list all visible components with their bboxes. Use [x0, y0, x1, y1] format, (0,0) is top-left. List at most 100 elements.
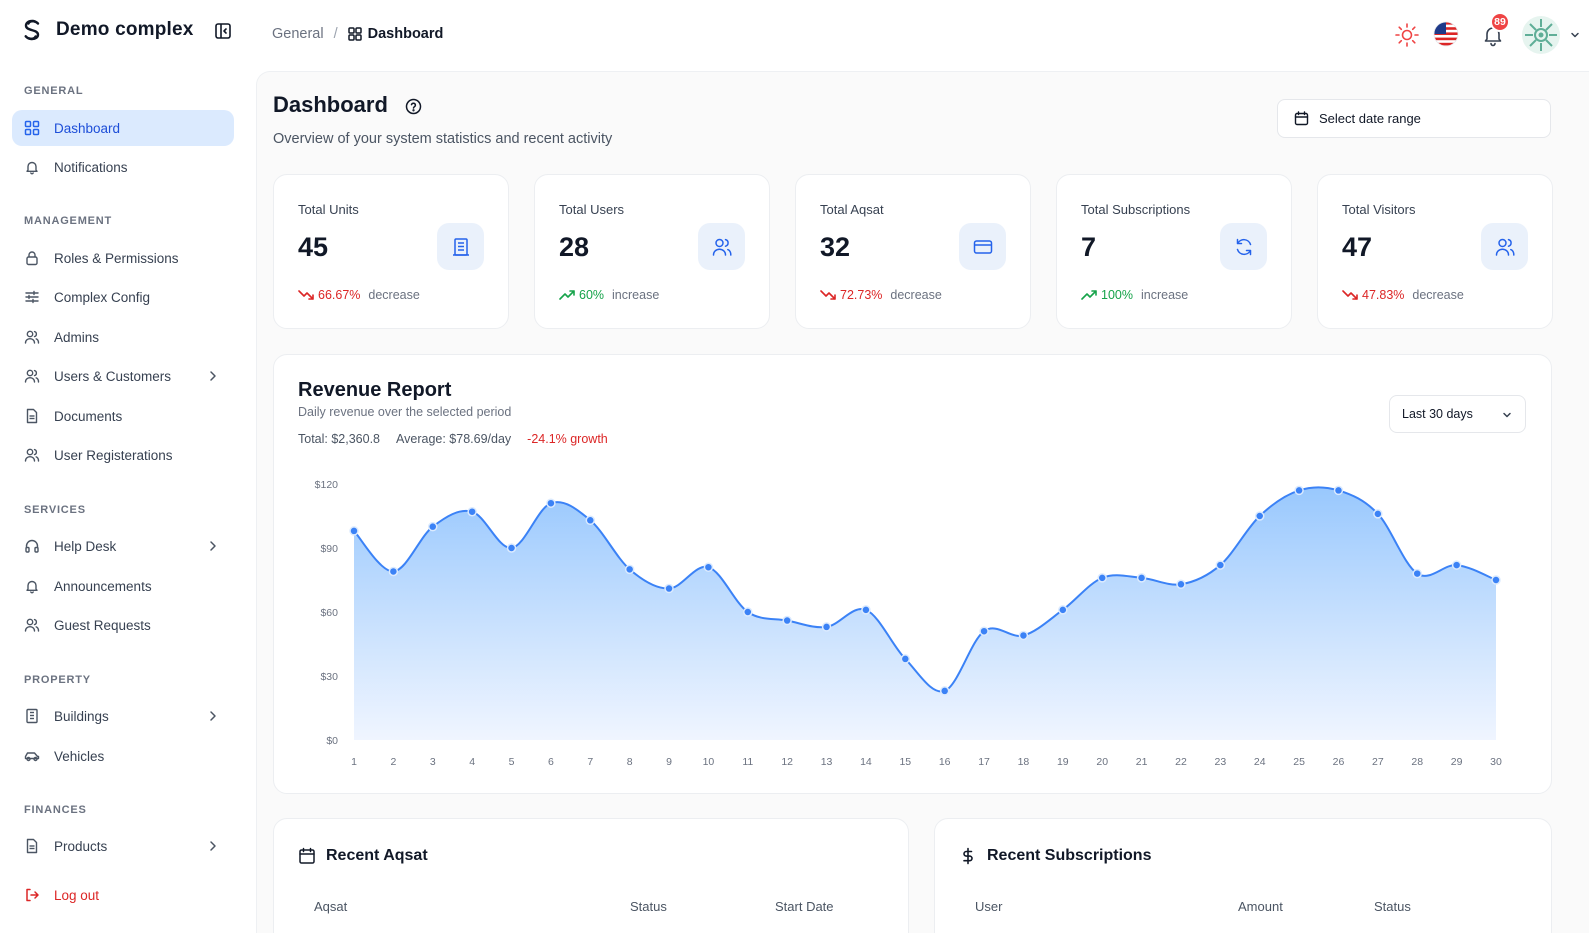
recent-aqsat-heading: Recent Aqsat: [298, 847, 428, 865]
page-title: Dashboard: [273, 92, 388, 117]
theme-toggle-sun-icon[interactable]: [1394, 22, 1420, 48]
dollar-icon: [963, 847, 973, 865]
refresh-icon: [1236, 238, 1251, 255]
chevron-down-icon[interactable]: [1569, 29, 1581, 41]
chart-point: [1254, 511, 1265, 521]
us-flag-icon[interactable]: [1433, 21, 1459, 47]
sidebar-collapse-icon[interactable]: [214, 22, 232, 40]
section-services: SERVICES: [24, 504, 86, 516]
y-tick-label: $0: [326, 735, 338, 747]
sidebar-item-notifications[interactable]: Notifications: [12, 149, 234, 185]
y-tick-label: $120: [315, 479, 339, 491]
chart-point: [428, 521, 438, 532]
chevron-right-icon: [210, 841, 216, 851]
stat-value: 28: [559, 232, 590, 262]
table-header-cell[interactable]: Aqsat: [314, 899, 348, 914]
chart-point: [664, 583, 674, 594]
sidebar-item-products[interactable]: Products: [12, 828, 234, 864]
x-tick-label: 20: [1096, 756, 1108, 768]
x-tick-label: 17: [978, 756, 990, 768]
sidebar-item-logout[interactable]: Log out: [12, 877, 234, 913]
chart-point: [349, 526, 359, 536]
stat-card-total-subscriptions: Total Subscriptions 7 100% increase: [1056, 174, 1292, 329]
table-header-cell[interactable]: Status: [1374, 899, 1411, 914]
sidebar-item-documents[interactable]: Documents: [12, 398, 234, 434]
stat-change: 100%: [1101, 288, 1133, 302]
trending-up-icon: [1081, 290, 1097, 300]
date-range-placeholder: Select date range: [1319, 111, 1421, 126]
stat-icon-box: [1481, 223, 1528, 270]
x-tick-label: 18: [1018, 756, 1030, 768]
stat-direction: decrease: [1412, 288, 1464, 302]
breadcrumb: General / Dashboard: [272, 26, 443, 42]
sliders-icon: [25, 290, 39, 304]
chevron-down-icon: [1503, 412, 1511, 418]
x-tick-label: 6: [548, 756, 554, 768]
revenue-subtitle: Daily revenue over the selected period: [298, 405, 512, 419]
range-select-value: Last 30 days: [1402, 407, 1473, 421]
sidebar-item-roles-permissions[interactable]: Roles & Permissions: [12, 240, 234, 276]
chart-point: [900, 654, 911, 664]
stat-trend: 100% increase: [1081, 288, 1188, 302]
sidebar-item-help-desk[interactable]: Help Desk: [12, 528, 234, 564]
calendar-icon: [1294, 111, 1309, 126]
stat-label: Total Units: [298, 202, 359, 217]
grid-icon: [347, 27, 362, 41]
section-management: MANAGEMENT: [24, 215, 113, 227]
credit-card-icon: [973, 239, 992, 254]
x-tick-label: 8: [627, 756, 633, 768]
chart-point: [1176, 579, 1186, 590]
sidebar-item-label: Dashboard: [54, 120, 121, 136]
chart-point: [1215, 560, 1226, 570]
breadcrumb-root[interactable]: General: [272, 26, 324, 42]
revenue-growth: -24.1% growth: [527, 432, 608, 446]
chart-point: [467, 506, 477, 517]
sidebar-item-label: Guest Requests: [54, 617, 151, 633]
chart-point: [861, 605, 871, 615]
stat-trend: 60% increase: [559, 288, 659, 302]
users-icon: [24, 369, 40, 383]
sidebar-item-dashboard[interactable]: Dashboard: [12, 110, 234, 146]
stat-value: 47: [1342, 232, 1373, 262]
revenue-total: Total: $2,360.8: [298, 432, 381, 446]
brand-name: Demo complex: [56, 19, 194, 40]
stat-card-total-visitors: Total Visitors 47 47.83% decrease: [1317, 174, 1553, 329]
sidebar-item-user-registrations[interactable]: User Registerations: [12, 437, 234, 473]
sidebar-item-label: Roles & Permissions: [54, 250, 179, 266]
table-header-cell[interactable]: Start Date: [775, 899, 834, 914]
users-icon: [24, 448, 40, 462]
revenue-range-select[interactable]: Last 30 days: [1389, 395, 1526, 433]
recent-aqsat-card: Recent Aqsat Aqsat Status Start Date: [273, 818, 909, 933]
sidebar-item-vehicles[interactable]: Vehicles: [12, 738, 234, 774]
table-header-cell[interactable]: User: [975, 899, 1003, 914]
sidebar-item-users-customers[interactable]: Users & Customers: [12, 358, 234, 394]
sidebar-item-label: Admins: [54, 329, 100, 345]
stat-icon-box: [437, 223, 484, 270]
chart-point: [939, 686, 950, 696]
table-header-cell[interactable]: Amount: [1238, 899, 1283, 914]
stat-direction: increase: [612, 288, 660, 302]
sidebar-item-admins[interactable]: Admins: [12, 319, 234, 355]
stat-trend: 47.83% decrease: [1342, 288, 1464, 302]
sidebar-item-announcements[interactable]: Announcements: [12, 568, 234, 604]
sidebar-item-guest-requests[interactable]: Guest Requests: [12, 607, 234, 643]
avatar[interactable]: [1521, 15, 1561, 55]
sidebar-item-label: Log out: [54, 887, 100, 903]
chart-point: [979, 626, 989, 636]
sidebar-item-complex-config[interactable]: Complex Config: [12, 279, 234, 315]
bell-icon: [26, 580, 38, 594]
x-tick-label: 4: [469, 756, 475, 768]
stat-direction: increase: [1140, 288, 1189, 302]
sidebar-item-buildings[interactable]: Buildings: [12, 698, 234, 734]
grid-icon: [24, 120, 40, 136]
y-tick-label: $60: [320, 607, 338, 619]
x-tick-label: 5: [509, 756, 515, 768]
brand[interactable]: Demo complex: [20, 18, 194, 42]
x-tick-label: 13: [821, 756, 833, 768]
help-circle-icon[interactable]: [405, 98, 422, 115]
chart-point: [821, 622, 832, 632]
table-header-cell[interactable]: Status: [630, 899, 667, 914]
stat-value: 32: [820, 232, 851, 262]
users-icon: [712, 238, 732, 256]
date-range-picker[interactable]: Select date range: [1277, 99, 1551, 138]
